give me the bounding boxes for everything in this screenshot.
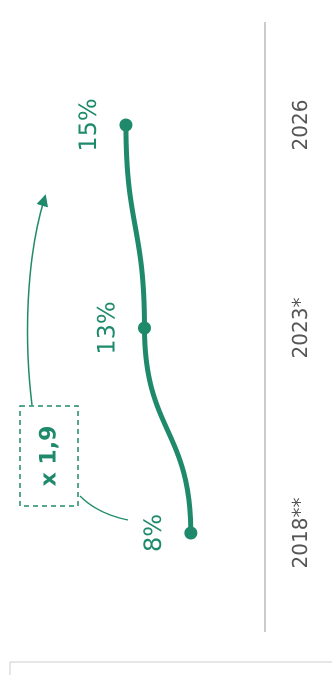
series-line xyxy=(123,122,194,536)
category-label: 2023* xyxy=(288,298,312,359)
category-label: 2018** xyxy=(288,498,312,569)
category-labels: 2018** 2023* 2026 xyxy=(288,100,312,569)
multiplier-box xyxy=(19,405,79,507)
data-labels: 8% 13% 15% xyxy=(74,98,167,552)
data-label: 8% xyxy=(139,514,167,552)
multiplier-leader xyxy=(79,495,129,521)
data-point xyxy=(119,118,133,132)
multiplier-arrow xyxy=(26,194,49,406)
data-label: 15% xyxy=(74,98,102,151)
data-points xyxy=(119,118,198,540)
data-point xyxy=(137,321,151,335)
multiplier-label: x 1,9 xyxy=(37,426,62,487)
category-label: 2026 xyxy=(288,100,312,151)
data-point xyxy=(184,526,198,540)
data-label: 13% xyxy=(92,301,120,354)
